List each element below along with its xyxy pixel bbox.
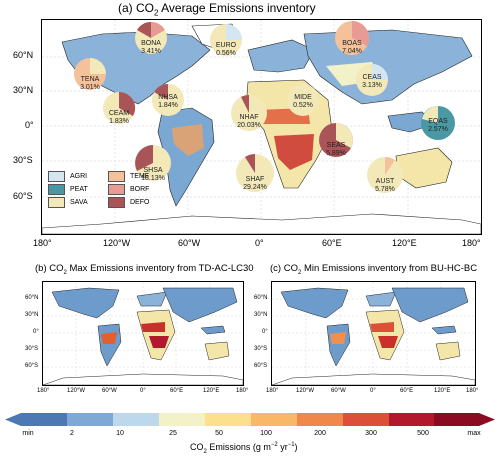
panel-c-lon-60e: 60°E [400,388,414,394]
panel-c-lat-30s: 30°S [254,346,268,352]
panel-c-lon-180e: 180° [466,388,479,394]
panel-b-lat-60n: 60°N [25,295,39,301]
pie-mide [287,84,319,116]
colorbar-label-25: 25 [169,430,177,437]
region-label-shaf: SHAF 29.24% [243,176,267,191]
colorbar-label-10: 10 [116,430,124,437]
lon-label-120e: 120°E [392,238,417,248]
panel-c-lat-60n: 60°N [254,295,268,301]
lon-label-60e: 60°E [322,238,342,248]
panel-c-lat-30n: 30°N [254,312,268,318]
panel-b-lon-180e: 180° [236,388,249,394]
region-label-shsa: SHSA 18.13% [141,167,165,182]
region-label-aust: AUST 5.78% [375,178,395,193]
colorbar-label-100: 100 [260,430,272,437]
panel-b-lon-0: 0° [140,388,146,394]
colorbar [5,413,495,426]
africa-hotspot-south [274,134,314,170]
antarctica-outline [42,213,481,234]
region-label-nhaf: NHAF 20.03% [237,114,261,129]
pie-ceas [356,64,388,96]
panel-c-map [271,281,476,386]
panel-c-map-svg [272,282,475,385]
legend-item-sava: SAVA [48,197,88,208]
lon-label-180e: 180° [462,238,481,248]
colorbar-svg [5,413,495,426]
pie-boas [335,21,369,55]
panel-b-lon-120w: 120°W [67,388,86,394]
south-america-hotspot [172,124,204,156]
lat-label-30n: 30°N [13,85,34,95]
colorbar-label-200: 200 [314,430,326,437]
panel-b-lon-180w: 180° [37,388,50,394]
pie-shsa [135,145,171,181]
pie-eqas [421,106,455,140]
panel-c-lon-180w: 180° [266,388,279,394]
lon-label-180w: 180° [33,238,52,248]
panel-b-lon-60w: 60°W [102,388,117,394]
panel-b-lat-0: 0° [33,329,39,335]
panel-b-lon-120e: 120°E [203,388,220,394]
panel-c-lon-60w: 60°W [331,388,346,394]
region-pies [74,21,455,193]
panel-c-lon-0: 0° [370,388,376,394]
panel-c-lat-60s: 60°S [254,363,268,369]
pie-ceam [103,91,136,124]
region-label-tena: TENA 3.01% [80,76,100,91]
colorbar-label-500: 500 [417,430,429,437]
panel-a-title: (a) CO2 Average Emissions inventory [118,1,316,18]
pie-seas [319,123,353,157]
colorbar-label-max: max [467,430,481,437]
region-label-boas: BOAS 7.04% [342,40,362,55]
main-map-panel: BONA 3.41% TENA 3.01% CEAM 1.83% NHSA 1.84% … [41,19,482,235]
region-label-euro: EURO 0.56% [215,42,237,57]
colorbar-title: CO2 Emissions (g m−2 yr−1) [190,442,298,455]
panel-b-lon-60e: 60°E [170,388,184,394]
pie-bona [135,21,167,54]
panel-b-lat-30s: 30°S [25,346,39,352]
panel-b-lat-60s: 60°S [25,363,39,369]
legend-item-peat: PEAT [48,184,88,195]
lat-label-30s: 30°S [13,155,33,165]
legend-item-borf: BORF [108,184,149,195]
lon-label-0: 0° [255,238,264,248]
lat-label-60s: 60°S [13,191,33,201]
panel-b-map-svg [43,282,243,385]
region-label-seas: SEAS 5.89% [326,142,346,157]
australia-landmass [395,147,453,189]
region-label-mide: MIDE 0.52% [293,94,313,109]
lon-label-120w: 120°W [103,238,131,248]
pie-nhaf [231,95,267,131]
panel-b-lat-30n: 30°N [25,312,39,318]
colorbar-label-300: 300 [365,430,377,437]
lat-label-0: 0° [25,120,34,130]
colorbar-label-50: 50 [215,430,223,437]
panel-c-title: (c) CO2 Min Emissions inventory from BU-… [270,263,478,276]
panel-b-title: (b) CO2 Max Emissions inventory from TD-… [35,263,254,276]
legend-item-temf: TEMF [108,171,149,182]
region-label-ceas: CEAS 3.13% [362,74,382,89]
panel-c-lon-120e: 120°E [434,388,451,394]
lon-label-60w: 60°W [178,238,201,248]
legend-item-agri: AGRI [48,171,87,182]
region-label-nhsa: NHSA 1.84% [158,94,178,109]
pie-aust [367,156,403,193]
region-label-bona: BONA 3.41% [141,40,161,55]
colorbar-label-min: min [22,430,34,437]
lat-label-60n: 60°N [13,50,34,60]
panel-c-lon-120w: 120°W [296,388,315,394]
colorbar-label-2: 2 [70,430,74,437]
europe-landmass [247,39,315,73]
panel-b-map [42,281,244,386]
pie-shaf [236,154,274,192]
main-map-svg [42,20,481,234]
panel-c-lat-0: 0° [262,329,268,335]
pie-nhsa [152,83,184,116]
legend-item-defo: DEFO [108,197,149,208]
pie-euro [210,24,242,56]
pie-tena [74,58,106,90]
region-label-eqas: EQAS 2.57% [428,118,448,133]
region-label-ceam: CEAM 1.83% [108,110,130,125]
